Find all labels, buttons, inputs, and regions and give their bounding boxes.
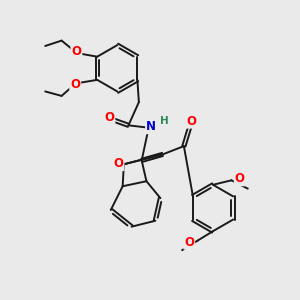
Text: H: H [160,116,169,126]
Text: O: O [113,157,124,170]
Text: O: O [70,78,80,91]
Text: O: O [186,115,196,128]
Text: O: O [184,236,194,249]
Text: O: O [71,45,81,58]
Text: O: O [235,172,245,185]
Text: O: O [104,111,114,124]
Text: N: N [146,120,156,133]
